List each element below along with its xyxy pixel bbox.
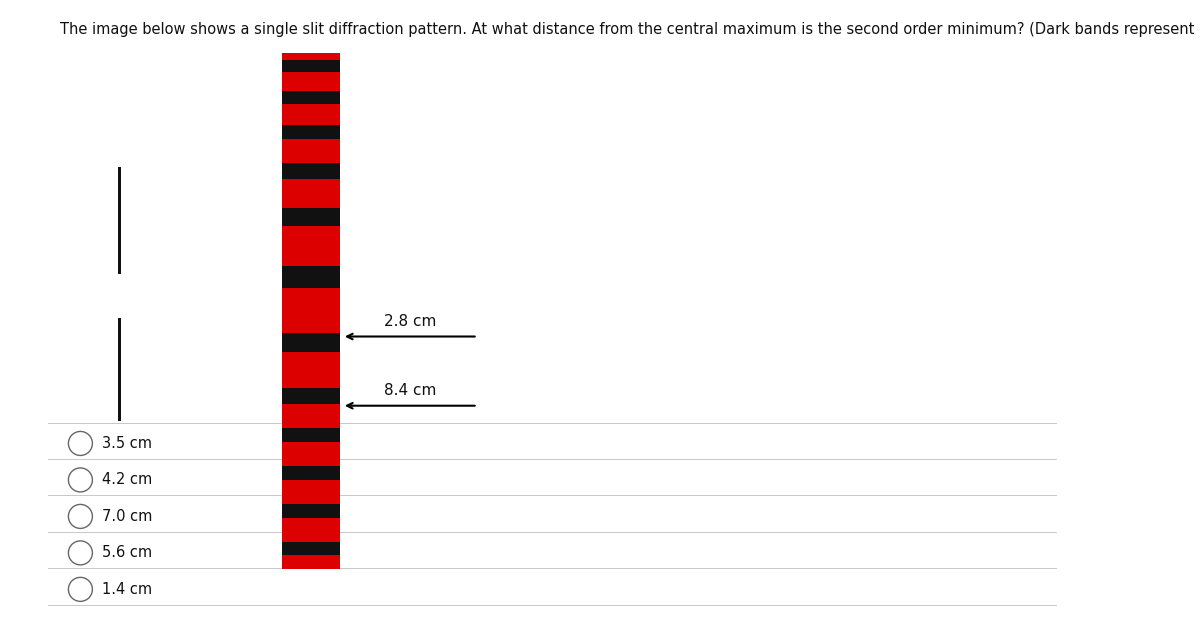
Text: 2.8 cm: 2.8 cm bbox=[384, 314, 437, 329]
Text: 3.5 cm: 3.5 cm bbox=[102, 436, 152, 451]
Text: 7.0 cm: 7.0 cm bbox=[102, 509, 152, 524]
Bar bbox=[282, 91, 340, 104]
Bar bbox=[282, 333, 340, 352]
Bar bbox=[282, 53, 340, 569]
Text: 1.4 cm: 1.4 cm bbox=[102, 582, 152, 597]
Bar bbox=[118, 318, 121, 421]
Text: 5.6 cm: 5.6 cm bbox=[102, 545, 152, 560]
Bar bbox=[282, 125, 340, 139]
Bar bbox=[282, 208, 340, 226]
Text: 8.4 cm: 8.4 cm bbox=[384, 383, 437, 398]
Text: 4.2 cm: 4.2 cm bbox=[102, 472, 152, 487]
Bar bbox=[282, 542, 340, 555]
Bar bbox=[282, 265, 340, 287]
Text: The image below shows a single slit diffraction pattern. At what distance from t: The image below shows a single slit diff… bbox=[60, 22, 1200, 37]
Bar bbox=[282, 466, 340, 480]
Bar bbox=[118, 167, 121, 274]
Bar bbox=[282, 388, 340, 404]
Bar bbox=[282, 60, 340, 72]
Bar bbox=[282, 504, 340, 518]
Bar bbox=[282, 428, 340, 442]
Bar bbox=[282, 163, 340, 179]
